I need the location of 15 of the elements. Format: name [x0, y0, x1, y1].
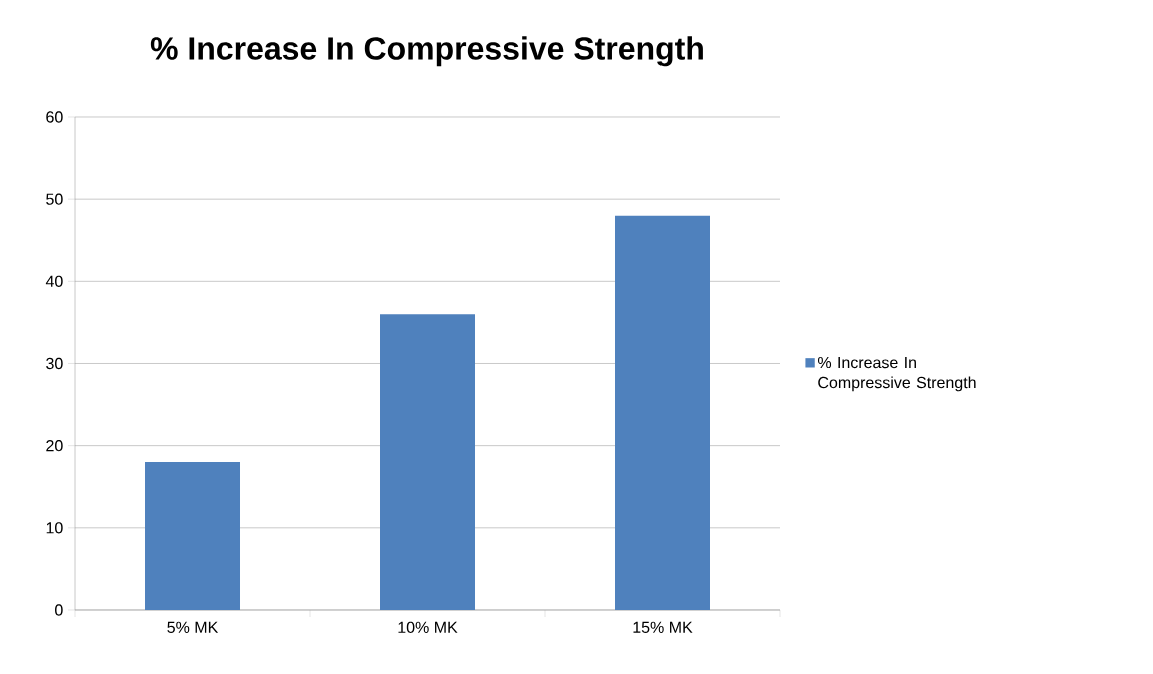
y-tick-label: 0 [55, 604, 63, 616]
legend-label: % Increase In Compressive Strength [817, 356, 976, 392]
y-tick-label: 30 [46, 357, 63, 370]
bar [380, 314, 476, 610]
y-tick-label: 40 [45, 275, 63, 287]
x-tick-label: 15% MK [633, 621, 693, 633]
bar [615, 215, 710, 610]
x-tick-label: 10% MK [398, 621, 458, 634]
bar [145, 462, 241, 610]
y-tick-label: 50 [46, 193, 63, 205]
y-tick-label: 20 [46, 440, 63, 452]
chart-title: % Increase In Compressive Strength [150, 36, 703, 67]
x-tick-label: 5% MK [167, 621, 219, 633]
y-tick-label: 10 [46, 522, 63, 534]
y-tick-label: 60 [46, 111, 63, 123]
